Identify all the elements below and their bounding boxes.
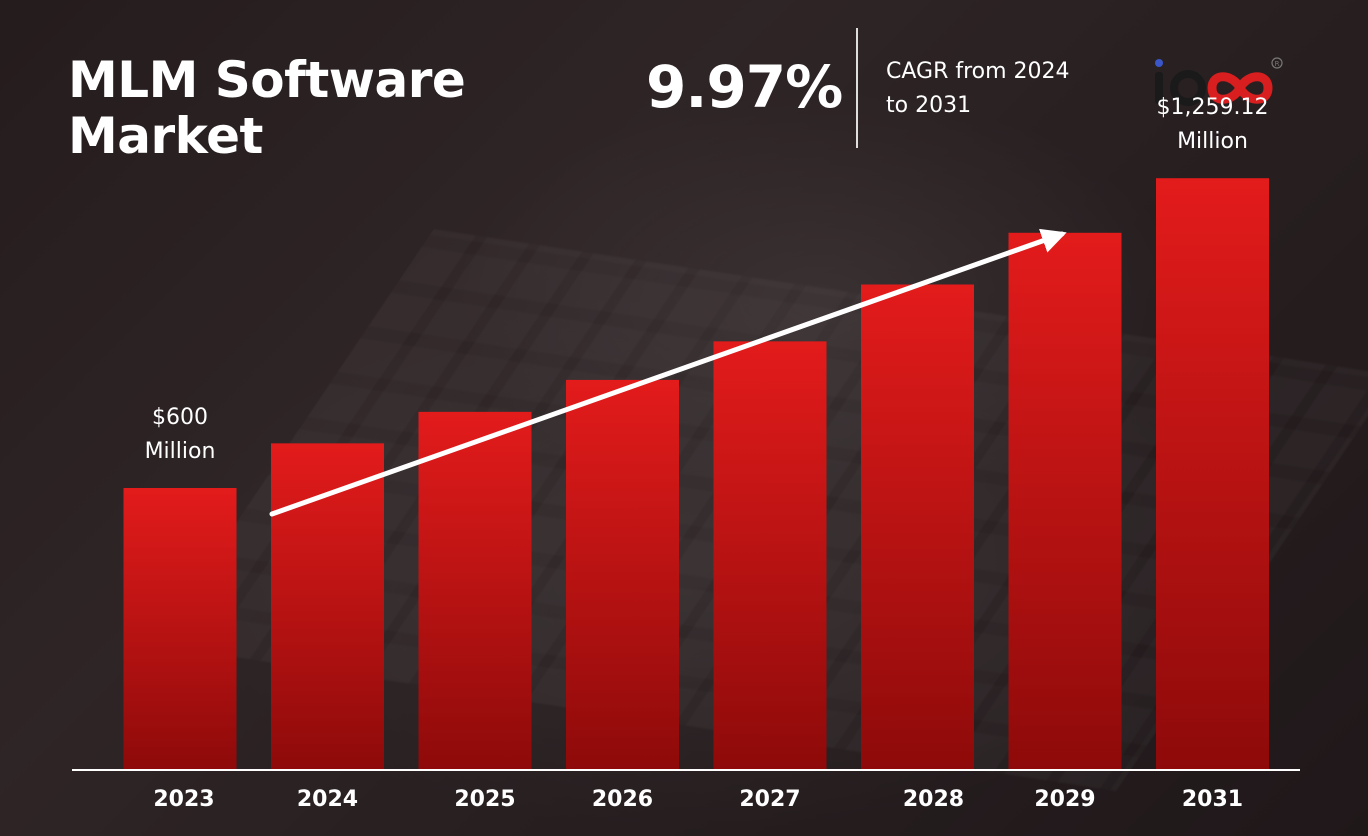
- data-label-2023: $600 Million: [145, 405, 216, 464]
- trend-arrow: [269, 228, 1067, 517]
- bar-2028: [861, 284, 974, 770]
- x-tick-label: 2023: [153, 787, 214, 812]
- bar-2024: [271, 443, 384, 770]
- x-tick-label: 2027: [739, 787, 800, 812]
- brand-logo-mark: R: [1155, 57, 1283, 106]
- cagr-caption: CAGR from 2024 to 2031: [886, 59, 1070, 118]
- brand-logo: R: [1150, 55, 1285, 110]
- bar-2031: [1156, 178, 1269, 770]
- x-tick-label: 2029: [1034, 787, 1095, 812]
- bar-2025: [418, 411, 532, 770]
- x-axis-ticks: 2023 2024 2025 2026 2027 2028 2029 2031: [153, 787, 1243, 812]
- x-tick-label: 2028: [903, 787, 964, 812]
- bar-2029: [1008, 232, 1122, 771]
- x-tick-label: 2031: [1182, 787, 1243, 812]
- x-tick-label: 2024: [297, 787, 358, 812]
- data-labels: $600 Million $1,259.12 Million: [145, 95, 1269, 464]
- bar-2023: [123, 488, 237, 770]
- data-label-2031: $1,259.12 Million: [1157, 95, 1269, 154]
- x-tick-label: 2026: [592, 787, 653, 812]
- bar-2026: [566, 379, 679, 770]
- stat-divider: [856, 28, 858, 148]
- x-tick-label: 2025: [454, 787, 515, 812]
- registered-mark: R: [1275, 60, 1280, 68]
- bar-series: [123, 178, 1269, 771]
- bar-2027: [713, 341, 827, 770]
- cagr-value: 9.97%: [646, 53, 843, 121]
- page-title: MLM Software Market: [68, 51, 466, 165]
